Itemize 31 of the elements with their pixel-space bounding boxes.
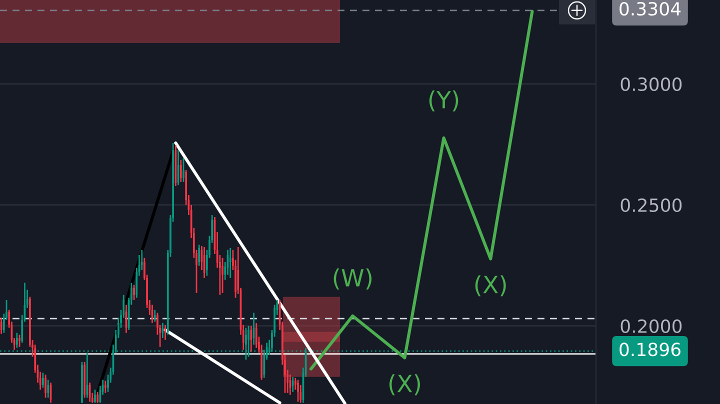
y-tick-label: 0.2500 [620, 198, 682, 212]
candlestick [162, 322, 164, 339]
annotation: (X) [475, 275, 506, 296]
annotation: (Y) [429, 90, 458, 112]
y-tick-label: 0.3000 [620, 77, 682, 92]
ref-line-label: 0.1896 [620, 342, 680, 356]
y-tick-label: 0.2000 [620, 319, 682, 333]
ref-line-label: 0.3304 [620, 2, 681, 16]
annotation: (X) [389, 374, 420, 396]
candlestick [250, 325, 252, 352]
candlestick [297, 379, 299, 403]
candlestick [133, 284, 135, 301]
candlestick [229, 247, 232, 279]
line-series [309, 10, 534, 370]
candlestick [96, 391, 99, 404]
candlestick [198, 244, 200, 267]
candlestick [182, 157, 184, 183]
candlestick [300, 384, 302, 404]
candlestick [44, 374, 46, 398]
candlestick [47, 379, 50, 398]
candlestick [42, 372, 44, 388]
candlestick [154, 309, 156, 322]
candlestick [222, 257, 224, 294]
candlestick [94, 389, 96, 404]
candlestick [16, 332, 18, 349]
candlestick [104, 380, 106, 394]
annotation: (W) [334, 268, 372, 290]
candlestick [180, 159, 182, 183]
candlestick [81, 361, 83, 404]
candlestick [255, 322, 258, 349]
candlestick [18, 334, 20, 348]
